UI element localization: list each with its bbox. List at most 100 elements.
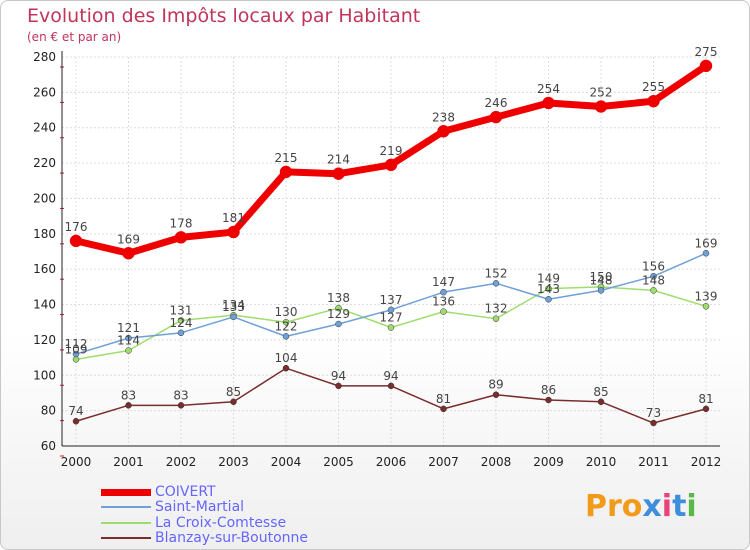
data-label-saint-martial: 124 [170,316,193,330]
data-label-saint-martial: 156 [642,259,665,273]
data-point-saint-martial [387,306,395,314]
data-point-la-croix-comtesse [650,287,657,294]
data-label-la-croix-comtesse: 138 [327,291,350,305]
data-point-saint-martial [125,334,132,342]
y-tick-label: 160 [33,262,56,276]
data-point-blanzay-sur-boutonne [125,402,132,409]
x-tick-label: 2007 [428,455,459,469]
data-label-blanzay-sur-boutonne: 81 [436,392,451,406]
data-point-la-croix-comtesse [492,315,500,322]
data-label-la-croix-comtesse: 134 [222,298,245,312]
x-tick-label: 2006 [376,455,407,469]
data-point-saint-martial [72,350,80,358]
data-label-saint-martial: 112 [65,337,88,351]
data-label-saint-martial: 133 [222,300,245,314]
data-label-blanzay-sur-boutonne: 86 [541,383,556,397]
legend-swatch [101,488,151,496]
x-tick-label: 2002 [166,455,197,469]
data-point-saint-martial [230,313,237,321]
data-point-blanzay-sur-boutonne [650,419,657,427]
x-tick-label: 2008 [481,455,512,469]
x-tick-label: 2012 [691,455,722,469]
y-tick-label: 260 [33,85,56,99]
data-label-saint-martial: 143 [537,282,560,296]
data-point-la-croix-comtesse [387,324,395,331]
data-point-blanzay-sur-boutonne [492,391,500,398]
data-point-coivert [489,110,503,124]
data-label-la-croix-comtesse: 139 [695,289,718,303]
legend-swatch [101,522,151,524]
x-tick-label: 2000 [61,455,92,469]
x-tick-label: 2004 [271,455,302,469]
legend-item-coivert: COIVERT [101,484,216,500]
y-tick-label: 220 [33,156,56,170]
data-label-blanzay-sur-boutonne: 83 [173,388,188,402]
data-point-blanzay-sur-boutonne [387,382,395,390]
x-tick-label: 2011 [638,455,669,469]
legend-swatch [101,506,151,508]
data-point-blanzay-sur-boutonne [545,396,552,404]
legend-label: COIVERT [155,484,216,500]
legend-label: Saint-Martial [155,499,245,515]
data-point-coivert [174,231,188,244]
data-label-la-croix-comtesse: 148 [642,273,665,287]
data-point-blanzay-sur-boutonne [702,405,710,413]
data-label-la-croix-comtesse: 109 [65,342,88,356]
y-tick-label: 120 [33,333,56,347]
legend-item-la-croix-comtesse: La Croix-Comtesse [101,515,286,531]
data-label-la-croix-comtesse: 130 [275,305,298,319]
data-point-la-croix-comtesse [282,318,290,326]
data-point-blanzay-sur-boutonne [597,398,605,406]
logo-letter: o [621,489,643,524]
data-point-la-croix-comtesse [335,304,342,312]
data-point-blanzay-sur-boutonne [177,402,185,409]
y-tick-label: 140 [33,298,56,312]
data-label-la-croix-comtesse: 114 [117,334,140,348]
data-label-coivert: 252 [590,86,613,100]
data-point-coivert [69,234,83,248]
logo-letter: r [607,489,622,524]
data-point-blanzay-sur-boutonne [230,398,237,406]
data-label-blanzay-sur-boutonne: 89 [488,378,503,392]
logo-letter: i [686,489,697,524]
data-point-saint-martial [702,250,710,257]
y-tick-label: 240 [33,121,56,135]
data-point-saint-martial [597,287,605,294]
data-point-blanzay-sur-boutonne [440,405,447,413]
legend-label: La Croix-Comtesse [155,515,287,531]
data-point-coivert [437,125,450,138]
data-label-saint-martial: 121 [117,321,140,335]
data-label-blanzay-sur-boutonne: 94 [383,369,398,383]
data-label-la-croix-comtesse: 132 [485,302,508,316]
data-point-saint-martial [545,295,552,303]
x-tick-label: 2010 [586,455,617,469]
data-point-la-croix-comtesse [177,317,185,324]
data-label-coivert: 215 [275,151,298,165]
data-label-coivert: 246 [485,96,508,110]
data-point-la-croix-comtesse [440,308,447,315]
data-label-coivert: 176 [65,220,88,234]
data-label-la-croix-comtesse: 131 [170,303,193,317]
data-point-saint-martial [492,280,500,287]
data-point-saint-martial [335,320,342,328]
data-label-coivert: 178 [170,216,193,230]
legend-item-saint-martial: Saint-Martial [101,499,244,515]
logo-letter: i [661,489,673,524]
data-label-coivert: 169 [117,232,140,246]
data-label-blanzay-sur-boutonne: 81 [698,392,713,406]
data-point-la-croix-comtesse [702,303,710,310]
data-label-la-croix-comtesse: 127 [380,311,403,325]
data-label-blanzay-sur-boutonne: 85 [593,385,608,399]
data-point-blanzay-sur-boutonne [72,417,80,425]
data-point-blanzay-sur-boutonne [335,382,342,390]
data-point-coivert [227,225,240,239]
data-label-saint-martial: 169 [695,236,718,250]
logo-letter: x [642,489,662,524]
chart-subtitle: (en € et par an) [27,30,122,44]
data-label-coivert: 181 [222,211,245,225]
y-tick-label: 200 [33,191,56,205]
y-tick-label: 80 [41,404,56,418]
data-label-saint-martial: 122 [275,319,298,333]
data-point-saint-martial [177,329,185,337]
